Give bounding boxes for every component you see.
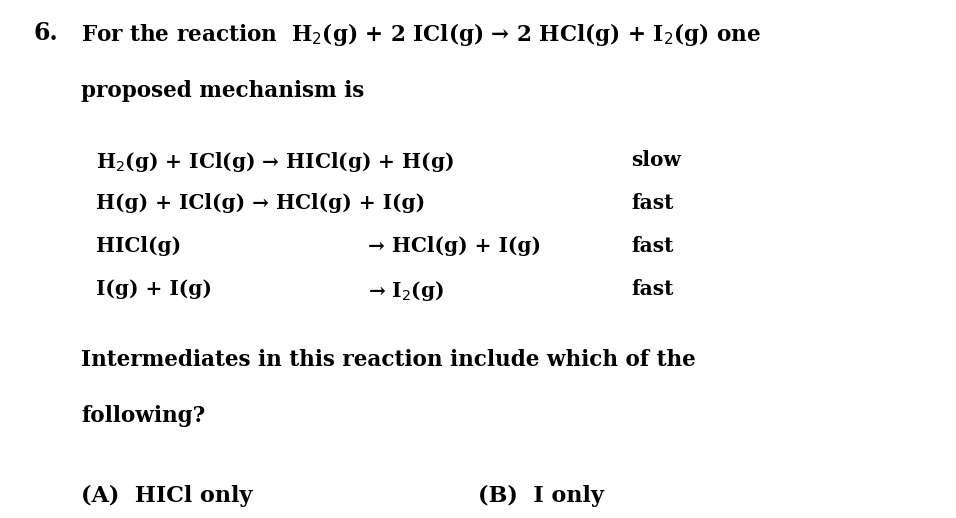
Text: H(g) + ICl(g) → HCl(g) + I(g): H(g) + ICl(g) → HCl(g) + I(g) [96, 193, 424, 213]
Text: fast: fast [631, 279, 673, 299]
Text: I(g) + I(g): I(g) + I(g) [96, 279, 211, 299]
Text: (B)  I only: (B) I only [478, 485, 604, 507]
Text: following?: following? [81, 405, 206, 426]
Text: 6.: 6. [33, 21, 58, 45]
Text: For the reaction  H$_2$(g) + 2 ICl(g) → 2 HCl(g) + I$_2$(g) one: For the reaction H$_2$(g) + 2 ICl(g) → 2… [81, 21, 761, 48]
Text: fast: fast [631, 236, 673, 256]
Text: Intermediates in this reaction include which of the: Intermediates in this reaction include w… [81, 349, 696, 371]
Text: (A)  HICl only: (A) HICl only [81, 485, 252, 507]
Text: proposed mechanism is: proposed mechanism is [81, 80, 364, 102]
Text: → HCl(g) + I(g): → HCl(g) + I(g) [368, 236, 541, 256]
Text: fast: fast [631, 193, 673, 213]
Text: slow: slow [631, 150, 681, 170]
Text: → I$_2$(g): → I$_2$(g) [368, 279, 445, 303]
Text: HICl(g): HICl(g) [96, 236, 181, 256]
Text: H$_2$(g) + ICl(g) → HICl(g) + H(g): H$_2$(g) + ICl(g) → HICl(g) + H(g) [96, 150, 454, 174]
